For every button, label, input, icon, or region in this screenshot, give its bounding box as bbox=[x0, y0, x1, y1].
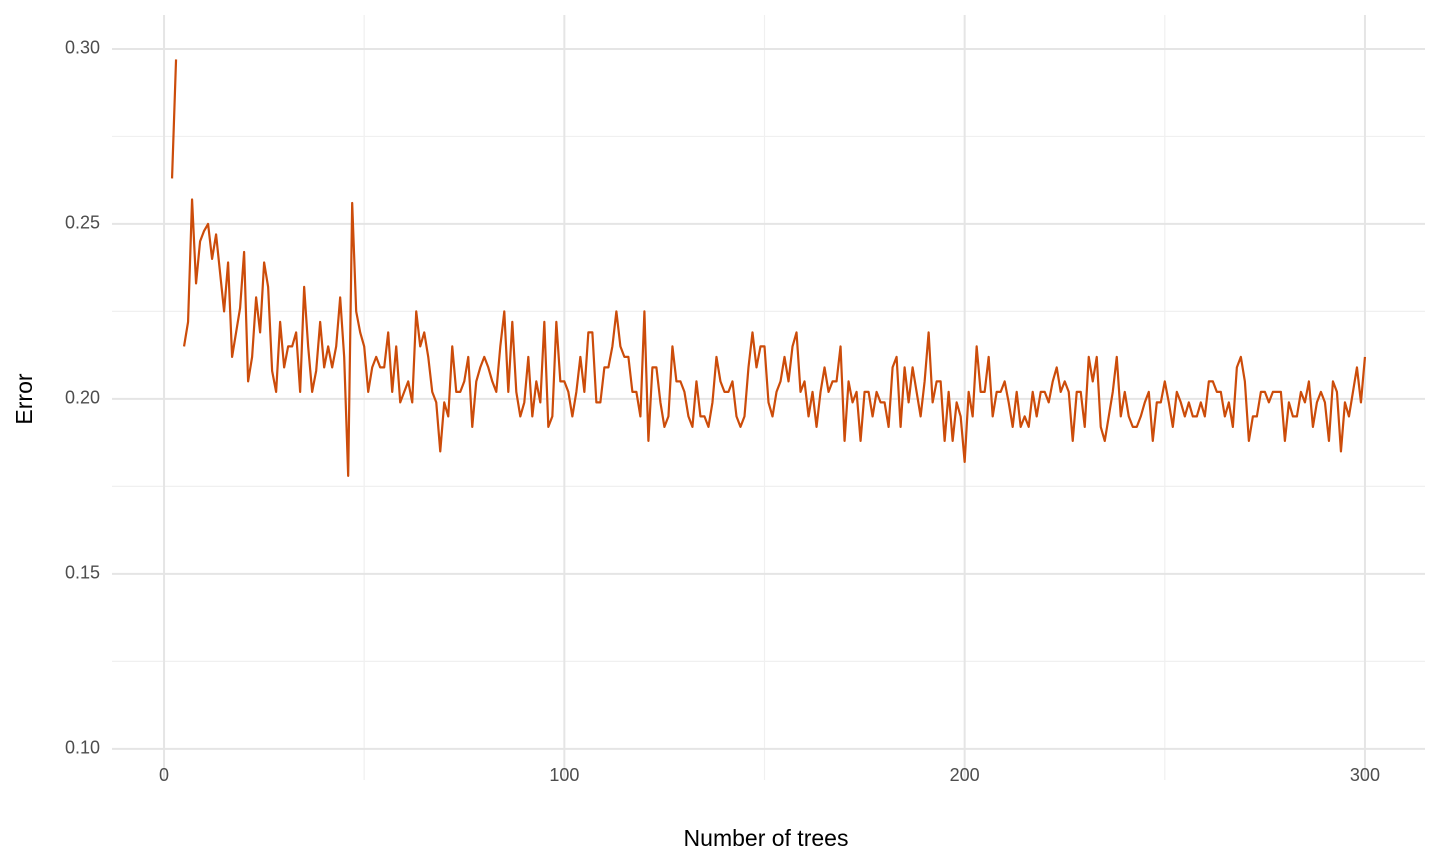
x-tick-label: 0 bbox=[159, 765, 169, 785]
y-tick-label: 0.15 bbox=[65, 563, 100, 583]
y-tick-label: 0.10 bbox=[65, 738, 100, 758]
y-axis-title: Error bbox=[11, 373, 37, 424]
x-tick-label: 200 bbox=[950, 765, 980, 785]
y-tick-label: 0.30 bbox=[65, 38, 100, 58]
x-axis-title: Number of trees bbox=[684, 825, 849, 851]
x-tick-label: 100 bbox=[549, 765, 579, 785]
data-line bbox=[170, 59, 1367, 477]
y-tick-label: 0.25 bbox=[65, 213, 100, 233]
y-tick-label: 0.20 bbox=[65, 388, 100, 408]
x-tick-label: 300 bbox=[1350, 765, 1380, 785]
